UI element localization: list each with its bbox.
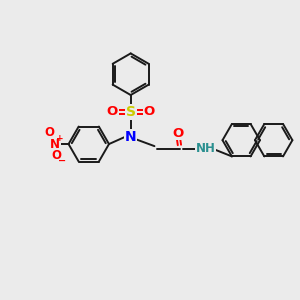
Text: O: O [172, 127, 184, 140]
Text: O: O [52, 149, 62, 162]
Text: +: + [56, 134, 64, 143]
Text: O: O [106, 106, 118, 118]
Text: NH: NH [196, 142, 215, 155]
Text: O: O [45, 126, 55, 139]
Text: N: N [125, 130, 136, 144]
Text: −: − [58, 155, 66, 165]
Text: S: S [126, 105, 136, 119]
Text: O: O [143, 106, 155, 118]
Text: N: N [50, 138, 60, 151]
